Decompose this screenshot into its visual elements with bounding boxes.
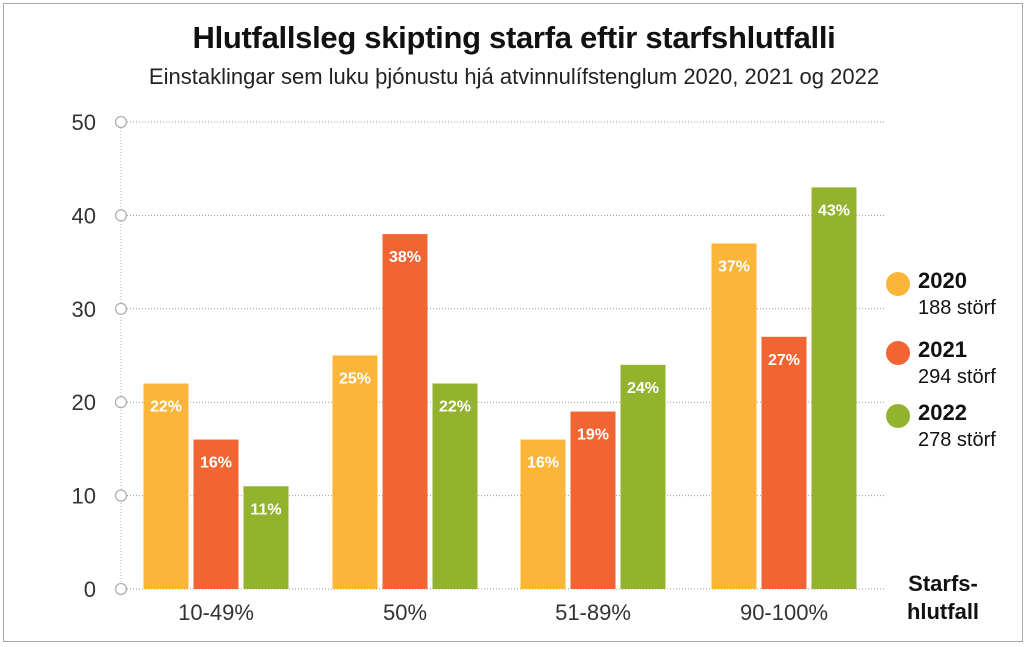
bar — [811, 187, 857, 589]
y-tick-marker — [114, 115, 128, 129]
chart-title: Hlutfallsleg skipting starfa eftir starf… — [192, 20, 836, 55]
bar-value-label: 22% — [439, 399, 471, 416]
y-tick-label: 0 — [84, 577, 96, 602]
legend-label: 2022 — [918, 400, 967, 425]
legend-count: 278 störf — [918, 429, 996, 451]
x-axis-title-line: Starfs- — [908, 571, 978, 596]
bar — [711, 243, 757, 590]
chart-subtitle: Einstaklingar sem luku þjónustu hjá atvi… — [148, 64, 880, 89]
y-tick-label: 10 — [72, 484, 96, 509]
y-tick-label: 30 — [72, 297, 96, 322]
bar-value-label: 27% — [768, 352, 800, 369]
bar — [620, 364, 666, 589]
y-tick-label: 40 — [72, 203, 96, 228]
bar-value-label: 19% — [577, 427, 609, 444]
legend-count: 294 störf — [918, 366, 996, 388]
bar — [382, 234, 428, 589]
x-tick-label: 90-100% — [740, 600, 828, 625]
bar — [570, 411, 616, 589]
y-tick-marker — [114, 489, 128, 502]
legend-count: 188 störf — [918, 297, 996, 319]
bar — [432, 383, 478, 589]
bar-value-label: 24% — [627, 380, 659, 397]
bar — [332, 355, 378, 589]
legend-label: 2021 — [918, 337, 967, 362]
y-tick-label: 20 — [72, 390, 96, 415]
y-tick-marker — [114, 302, 128, 315]
bar-value-label: 22% — [150, 399, 182, 416]
bar — [193, 439, 239, 589]
y-tick-label: 50 — [72, 110, 96, 135]
y-tick-marker — [114, 396, 128, 409]
bar — [761, 336, 807, 589]
bar-value-label: 11% — [250, 501, 281, 518]
legend-label: 2020 — [918, 268, 967, 293]
x-tick-label: 50% — [383, 600, 427, 625]
bar — [143, 383, 189, 589]
bar — [243, 486, 289, 589]
bar-value-label: 16% — [200, 455, 232, 472]
legend-swatch — [886, 404, 910, 428]
bar-value-label: 37% — [718, 258, 750, 275]
legend-swatch — [886, 272, 910, 296]
bar — [520, 439, 566, 589]
bar-value-label: 38% — [389, 249, 421, 266]
bar-value-label: 16% — [527, 455, 559, 472]
y-tick-marker — [114, 209, 128, 222]
y-tick-marker — [114, 582, 128, 596]
x-tick-label: 51-89% — [555, 600, 631, 625]
bar-value-label: 43% — [818, 202, 850, 219]
x-axis-title-line: hlutfall — [906, 599, 980, 624]
legend-swatch — [886, 341, 910, 365]
x-tick-label: 10-49% — [178, 600, 254, 625]
x-axis-title: Starfs- hlutfall — [898, 570, 988, 626]
bar-value-label: 25% — [339, 371, 371, 388]
